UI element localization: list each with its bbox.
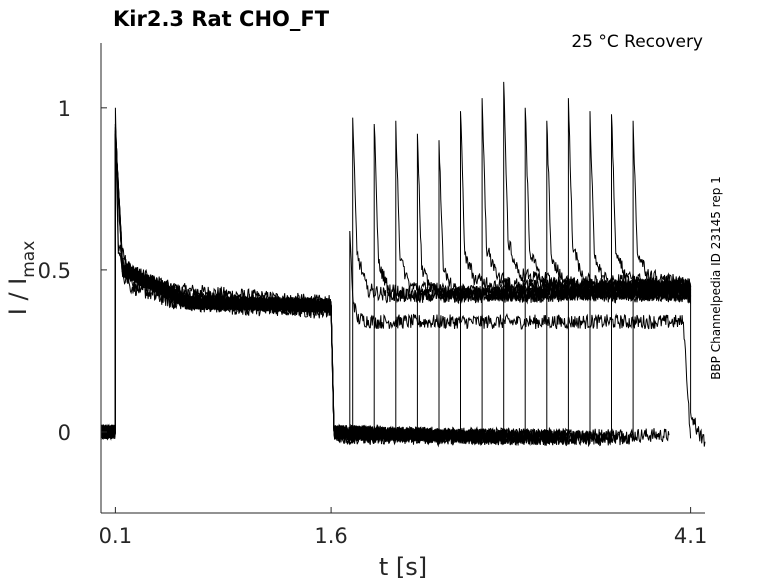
x-tick-label: 0.1 bbox=[99, 524, 132, 548]
chart-title: Kir2.3 Rat CHO_FT bbox=[113, 7, 330, 31]
y-tick-label: 0 bbox=[58, 421, 71, 445]
x-tick-label: 1.6 bbox=[314, 524, 347, 548]
y-ticks-group: 00.51 bbox=[38, 97, 107, 445]
x-axis-label: t [s] bbox=[379, 553, 427, 581]
x-tick-label: 4.1 bbox=[674, 524, 707, 548]
trace-16 bbox=[100, 120, 706, 447]
y-tick-label: 1 bbox=[58, 97, 71, 121]
y-tick-label: 0.5 bbox=[38, 259, 71, 283]
trace-1 bbox=[100, 107, 670, 446]
x-ticks-group: 0.1 1.6 4.1 bbox=[99, 507, 707, 548]
condition-annotation: 25 °C Recovery bbox=[571, 32, 703, 52]
y-axis-label: I / Imax bbox=[4, 241, 39, 316]
traces-group bbox=[100, 81, 706, 448]
y-axis-label-subscript: max bbox=[19, 241, 39, 278]
channelpedia-id-label: BBP Channelpedia ID 23145 rep 1 bbox=[709, 176, 723, 380]
y-axis-label-main: I / I bbox=[4, 278, 32, 316]
